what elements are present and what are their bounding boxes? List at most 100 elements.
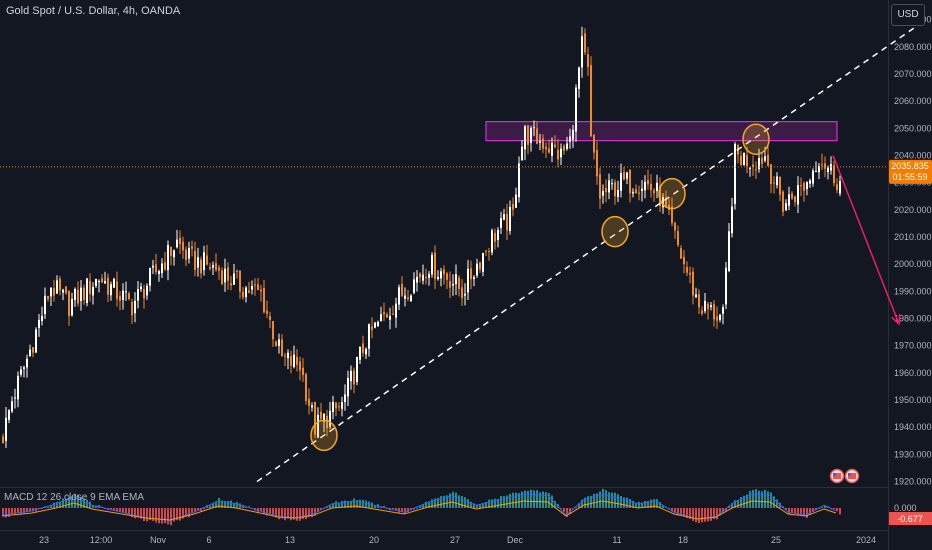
candle-body: [713, 304, 715, 320]
candle-body: [299, 361, 301, 371]
macd-bar: [287, 508, 289, 519]
candle-body: [569, 136, 571, 142]
macd-bar: [611, 492, 613, 508]
candle-body: [275, 341, 277, 347]
macd-bar: [644, 500, 646, 508]
macd-bar: [425, 501, 427, 508]
candle-body: [86, 278, 88, 304]
macd-bar: [158, 508, 160, 524]
touch-marker-3[interactable]: [742, 123, 770, 156]
macd-bar: [74, 493, 76, 508]
candle-body: [185, 249, 187, 261]
candle-body: [782, 191, 784, 212]
candle-body: [617, 190, 619, 197]
candle-body: [758, 158, 760, 170]
candle-body: [644, 181, 646, 191]
macd-bar: [641, 502, 643, 508]
touch-marker-1[interactable]: [601, 215, 629, 248]
candle-body: [20, 369, 22, 375]
y-tick-label-5: 1970.000: [894, 341, 932, 351]
candle-body: [548, 148, 550, 153]
candle-body: [659, 185, 661, 206]
macd-bar: [809, 508, 811, 515]
signal-line: [1, 500, 837, 521]
candle-body: [599, 174, 601, 199]
macd-bar: [443, 495, 445, 508]
macd-bar: [212, 503, 214, 508]
macd-bar: [812, 508, 814, 512]
macd-bar: [788, 508, 790, 515]
macd-bar: [59, 501, 61, 508]
resistance-zone[interactable]: [485, 121, 838, 142]
macd-bar: [80, 496, 82, 508]
macd-bar: [689, 508, 691, 520]
macd-bar: [554, 500, 556, 508]
macd-bar: [485, 501, 487, 508]
candle-body: [752, 164, 754, 167]
candle-body: [491, 230, 493, 253]
x-tick-label-1: 12:00: [90, 535, 113, 545]
currency-button[interactable]: USD: [891, 4, 925, 26]
macd-bar: [29, 508, 31, 512]
macd-bar: [311, 508, 313, 518]
candle-body: [671, 206, 673, 224]
macd-bar: [629, 498, 631, 508]
touch-marker-2[interactable]: [658, 177, 686, 210]
x-tick-label-2: Nov: [150, 535, 167, 545]
candle-body: [509, 206, 511, 231]
candle-body: [719, 314, 721, 320]
macd-bar: [500, 495, 502, 508]
macd-bar: [521, 491, 523, 508]
macd-bar: [578, 503, 580, 508]
candle-body: [125, 291, 127, 293]
macd-bar: [449, 493, 451, 508]
macd-bar: [803, 508, 805, 517]
macd-legend[interactable]: MACD 12 26 close 9 EMA EMA: [4, 492, 145, 503]
price-badge[interactable]: [889, 159, 932, 184]
candle-body: [638, 192, 640, 194]
touch-marker-0[interactable]: [310, 419, 338, 452]
candle-body: [23, 367, 25, 369]
macd-bar: [230, 500, 232, 508]
x-tick-label-0: 23: [39, 535, 49, 545]
candle-body: [581, 36, 583, 68]
candle-body: [839, 181, 841, 194]
macd-bar: [215, 501, 217, 508]
candle-body: [416, 276, 418, 283]
candle-body: [41, 315, 43, 321]
candle-body: [731, 206, 733, 234]
candle-body: [107, 277, 109, 295]
candle-body: [209, 266, 211, 269]
macd-bar: [464, 497, 466, 508]
candle-body: [431, 254, 433, 275]
macd-bar: [179, 508, 181, 521]
candle-body: [290, 356, 292, 366]
candle-body: [206, 255, 208, 265]
macd-bar: [56, 501, 58, 508]
macd-bar: [833, 508, 835, 509]
candle-body: [770, 164, 772, 185]
macd-bar: [419, 505, 421, 508]
forecast-arrow-line[interactable]: [832, 155, 900, 325]
candle-body: [470, 268, 472, 280]
macd-zero-label: 0.000: [894, 503, 917, 513]
macd-bar: [302, 508, 304, 519]
candle-body: [668, 204, 670, 210]
candle-body: [335, 402, 337, 409]
macd-bar: [53, 502, 55, 508]
trendline[interactable]: [256, 19, 927, 483]
macd-bar: [272, 508, 274, 516]
macd-bar: [116, 508, 118, 512]
candle-body: [689, 272, 691, 275]
symbol-title[interactable]: Gold Spot / U.S. Dollar, 4h, OANDA: [6, 5, 181, 17]
macd-bar: [536, 490, 538, 508]
macd-bar: [596, 493, 598, 508]
candle-body: [530, 128, 532, 143]
candle-body: [677, 231, 679, 246]
macd-bar: [518, 493, 520, 508]
macd-bar: [440, 496, 442, 508]
macd-bar: [416, 507, 418, 509]
candle-body: [473, 277, 475, 280]
macd-bar: [476, 504, 478, 508]
